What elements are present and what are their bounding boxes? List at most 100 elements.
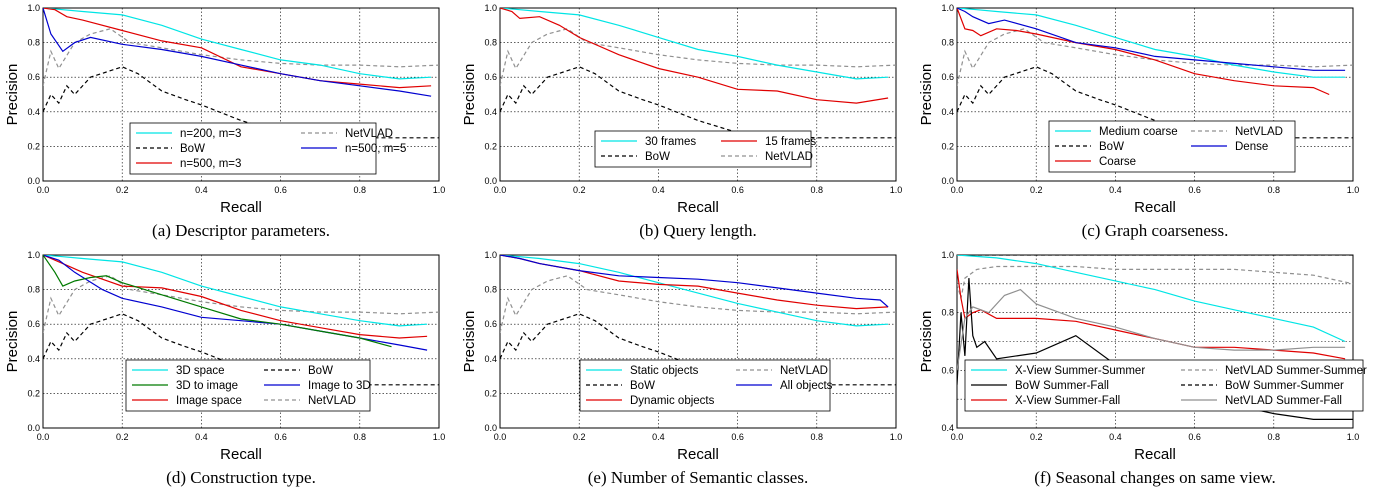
chart-a-legend-label: n=500, m=5 — [345, 143, 406, 155]
chart-d-legend-label: 3D to image — [176, 380, 238, 392]
chart-d-legend-label: 3D space — [176, 365, 225, 377]
chart-f-series-netvlad-summer-fall — [957, 288, 1346, 371]
chart-c-series-dense — [957, 8, 1346, 71]
chart-c-series-coarse — [957, 8, 1330, 96]
chart-b-series-netvlad — [500, 28, 896, 86]
chart-c-ytick-label: 0.8 — [941, 38, 954, 48]
chart-e-xtick-label: 0.4 — [652, 432, 665, 442]
chart-c-xtick-label: 0.2 — [1030, 185, 1043, 195]
chart-a-series-n-500-m-5 — [43, 8, 432, 97]
chart-f-xtick-label: 0.2 — [1030, 432, 1043, 442]
chart-a-xtick-label: 0.8 — [354, 185, 367, 195]
chart-e-legend-label: Static objects — [630, 365, 699, 377]
chart-e-legend-label: NetVLAD — [780, 365, 828, 377]
chart-b-x-axis-label: Recall — [677, 199, 719, 216]
chart-c-ytick-label: 0.0 — [941, 176, 954, 186]
chart-a-legend-label: BoW — [180, 143, 205, 155]
chart-b-series-15-frames — [500, 8, 889, 104]
chart-c-legend-label: Medium coarse — [1099, 126, 1178, 138]
chart-e-x-axis-label: Recall — [677, 446, 719, 463]
chart-b-series-30-frames — [500, 8, 889, 80]
chart-c-legend-label: NetVLAD — [1235, 126, 1283, 138]
chart-b-xtick-label: 0.2 — [573, 185, 586, 195]
chart-b-legend-label: 30 frames — [645, 136, 696, 148]
chart-d-ytick-label: 0.2 — [27, 388, 40, 398]
chart-e-xtick-label: 1.0 — [890, 432, 903, 442]
chart-e-caption: (e) Number of Semantic classes. — [588, 468, 808, 487]
chart-a-legend-label: n=500, m=3 — [180, 158, 241, 170]
chart-d-ytick-label: 0.6 — [27, 319, 40, 329]
chart-d: 0.0 0.2 0.4 0.6 0.8 1.0 0.0 0.2 0.4 0.6 0.8 1.0 Reca… — [4, 250, 445, 487]
chart-f-ytick-label: 1.0 — [941, 250, 954, 260]
chart-b-legend-label: NetVLAD — [765, 151, 813, 163]
chart-b-plot-frame — [499, 7, 897, 182]
chart-e-xtick-label: 0.0 — [494, 432, 507, 442]
chart-f-legend-box — [964, 359, 1364, 412]
chart-f-ytick-label: 0.4 — [941, 423, 954, 433]
chart-c-xtick-label: 1.0 — [1347, 185, 1360, 195]
chart-f-xtick-label: 0.4 — [1109, 432, 1122, 442]
chart-c-ytick-label: 0.6 — [941, 72, 954, 82]
chart-b-ytick-label: 0.4 — [484, 107, 497, 117]
chart-f-legend-label: BoW Summer-Fall — [1015, 380, 1109, 392]
chart-d-xtick-label: 0.2 — [116, 432, 129, 442]
chart-e-series-all-objects — [500, 255, 889, 308]
chart-e: 0.0 0.2 0.4 0.6 0.8 1.0 0.0 0.2 0.4 0.6 0.8 1.0 Reca… — [461, 250, 902, 487]
chart-e-xtick-label: 0.8 — [811, 432, 824, 442]
chart-f-xtick-label: 0.8 — [1268, 432, 1281, 442]
chart-a-xtick-label: 0.2 — [116, 185, 129, 195]
chart-b-caption: (b) Query length. — [639, 221, 757, 240]
chart-b-legend-box — [594, 130, 812, 168]
chart-c-xtick-label: 0.0 — [951, 185, 964, 195]
chart-f-ytick-label: 0.8 — [941, 308, 954, 318]
chart-d-ytick-label: 1.0 — [27, 250, 40, 260]
chart-a-series-n-500-m-3 — [43, 8, 432, 89]
chart-f-legend-label: NetVLAD Summer-Fall — [1225, 395, 1342, 407]
chart-e-series-static-objects — [500, 255, 889, 327]
chart-d-series-3d-to-image — [43, 255, 392, 348]
chart-d-legend-label: BoW — [308, 365, 333, 377]
chart-b: 0.0 0.2 0.4 0.6 0.8 1.0 0.0 0.2 0.4 0.6 0.8 1.0 Reca… — [461, 3, 902, 240]
chart-d-legend-label: Image to 3D — [308, 380, 371, 392]
chart-e-xtick-label: 0.2 — [573, 432, 586, 442]
chart-f-y-axis-label: Precision — [918, 311, 935, 373]
chart-d-ytick-label: 0.8 — [27, 285, 40, 295]
chart-a-caption: (a) Descriptor parameters. — [152, 221, 330, 240]
chart-d-xtick-label: 0.8 — [354, 432, 367, 442]
chart-b-ytick-label: 1.0 — [484, 3, 497, 13]
chart-c-xtick-label: 0.8 — [1268, 185, 1281, 195]
chart-a-x-axis-label: Recall — [220, 199, 262, 216]
chart-d-ytick-label: 0.4 — [27, 354, 40, 364]
chart-a-xtick-label: 1.0 — [433, 185, 446, 195]
chart-f-xtick-label: 1.0 — [1347, 432, 1360, 442]
chart-c-series-medium-coarse — [957, 8, 1346, 78]
chart-c-x-axis-label: Recall — [1134, 199, 1176, 216]
chart-e-series-dynamic-objects — [500, 255, 889, 310]
chart-f-caption: (f) Seasonal changes on same view. — [1034, 468, 1276, 487]
chart-e-legend-label: All objects — [780, 380, 833, 392]
chart-b-xtick-label: 1.0 — [890, 185, 903, 195]
chart-f-x-axis-label: Recall — [1134, 446, 1176, 463]
chart-b-ytick-label: 0.0 — [484, 176, 497, 186]
chart-d-plot-frame — [42, 254, 440, 429]
chart-d-xtick-label: 1.0 — [433, 432, 446, 442]
chart-a-ytick-label: 0.0 — [27, 176, 40, 186]
chart-d-xtick-label: 0.4 — [195, 432, 208, 442]
chart-a-legend-label: NetVLAD — [345, 128, 393, 140]
chart-c-legend-label: Coarse — [1099, 156, 1136, 168]
chart-e-ytick-label: 0.6 — [484, 319, 497, 329]
chart-e-series-netvlad — [500, 275, 896, 334]
chart-c-ytick-label: 0.4 — [941, 107, 954, 117]
chart-d-xtick-label: 0.6 — [274, 432, 287, 442]
chart-f-series-x-view-summer-summer — [957, 255, 1346, 343]
chart-a-ytick-label: 1.0 — [27, 3, 40, 13]
chart-b-ytick-label: 0.2 — [484, 141, 497, 151]
chart-f: 0.0 0.2 0.4 0.6 0.8 1.0 0.4 0.6 0.8 1.0 Recall Prec… — [918, 250, 1367, 487]
chart-b-y-axis-label: Precision — [461, 64, 478, 126]
chart-a-xtick-label: 0.4 — [195, 185, 208, 195]
chart-c-ytick-label: 0.2 — [941, 141, 954, 151]
chart-e-legend-label: BoW — [630, 380, 655, 392]
chart-c-ytick-label: 1.0 — [941, 3, 954, 13]
chart-c-xtick-label: 0.4 — [1109, 185, 1122, 195]
